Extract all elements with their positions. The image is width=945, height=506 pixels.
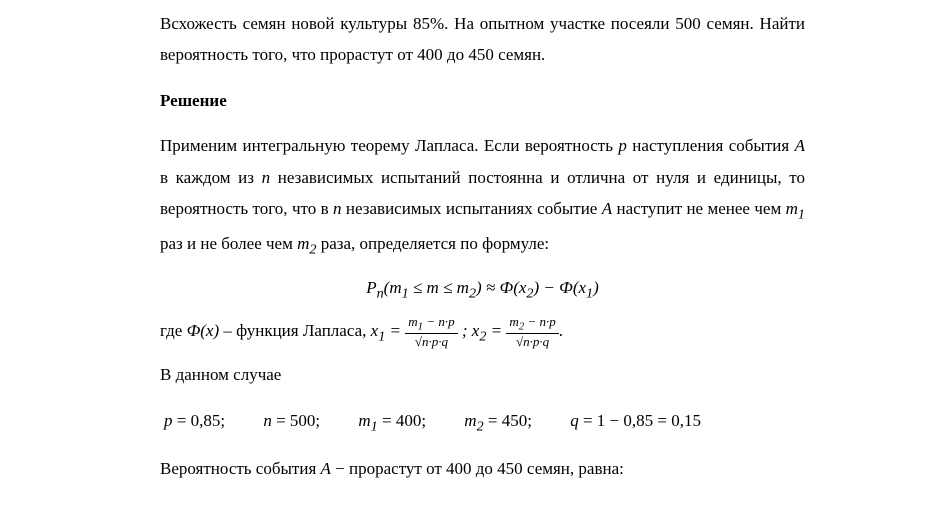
formula-lhs: Pn(m1 ≤ m ≤ m2) <box>366 278 486 297</box>
var-a: A <box>602 199 612 218</box>
text-run: Применим интегральную теорему Лапласа. Е… <box>160 136 618 155</box>
fraction-numerator: m2 − n·p <box>506 315 558 334</box>
theorem-paragraph: Применим интегральную теорему Лапласа. Е… <box>160 130 805 262</box>
text-run: в каждом из <box>160 168 262 187</box>
value-m2: m2 = 450; <box>464 405 532 440</box>
text-run: – функция Лапласа, <box>219 321 371 340</box>
var-n: n <box>333 199 342 218</box>
fraction-x2: m2 − n·p √n·p·q <box>506 315 558 348</box>
approx-sign: ≈ <box>486 278 500 297</box>
page: Всхожесть семян новой культуры 85%. На о… <box>0 0 945 493</box>
solution-heading: Решение <box>160 85 805 116</box>
text-run: где <box>160 321 187 340</box>
text-run: наступления события <box>627 136 795 155</box>
text-run: − прорастут от 400 до 450 семян, равна: <box>331 459 624 478</box>
fraction-denominator: √n·p·q <box>405 334 457 348</box>
fraction-denominator: √n·p·q <box>506 334 558 348</box>
text-run: независимых испытаниях событие <box>342 199 602 218</box>
equals-sign: = <box>385 321 405 340</box>
equals-sign: = <box>486 321 506 340</box>
var-n: n <box>262 168 271 187</box>
fraction-x1: m1 − n·p √n·p·q <box>405 315 457 348</box>
var-x2: x2 <box>472 321 487 340</box>
text-run: раз и не более чем <box>160 234 297 253</box>
var-a: A <box>795 136 805 155</box>
formula-rhs: Ф(x2) − Ф(x1) <box>500 278 599 297</box>
text-run: Вероятность события <box>160 459 321 478</box>
value-m1: m1 = 400; <box>358 405 426 440</box>
dot: . <box>559 321 563 340</box>
var-m2: m2 <box>297 234 316 253</box>
where-paragraph: где Ф(x) – функция Лапласа, x1 = m1 − n·… <box>160 315 805 350</box>
probability-sentence: Вероятность события A − прорастут от 400… <box>160 453 805 484</box>
var-p: p <box>618 136 627 155</box>
func-phi: Ф(x) <box>187 321 220 340</box>
fraction-numerator: m1 − n·p <box>405 315 457 334</box>
value-n: n = 500; <box>263 405 320 436</box>
var-a: A <box>321 459 331 478</box>
text-run: раза, определяется по формуле: <box>316 234 549 253</box>
text-run: наступит не менее чем <box>612 199 786 218</box>
value-p: p = 0,85; <box>164 405 225 436</box>
in-this-case: В данном случае <box>160 359 805 390</box>
problem-text: Всхожесть семян новой культуры 85%. На о… <box>160 8 805 71</box>
var-x1: x1 <box>371 321 386 340</box>
formula-main: Pn(m1 ≤ m ≤ m2) ≈ Ф(x2) − Ф(x1) <box>160 276 805 304</box>
separator: ; <box>462 321 472 340</box>
var-m1: m1 <box>786 199 805 218</box>
given-values: p = 0,85; n = 500; m1 = 400; m2 = 450; q… <box>164 405 805 440</box>
value-q: q = 1 − 0,85 = 0,15 <box>570 405 701 436</box>
